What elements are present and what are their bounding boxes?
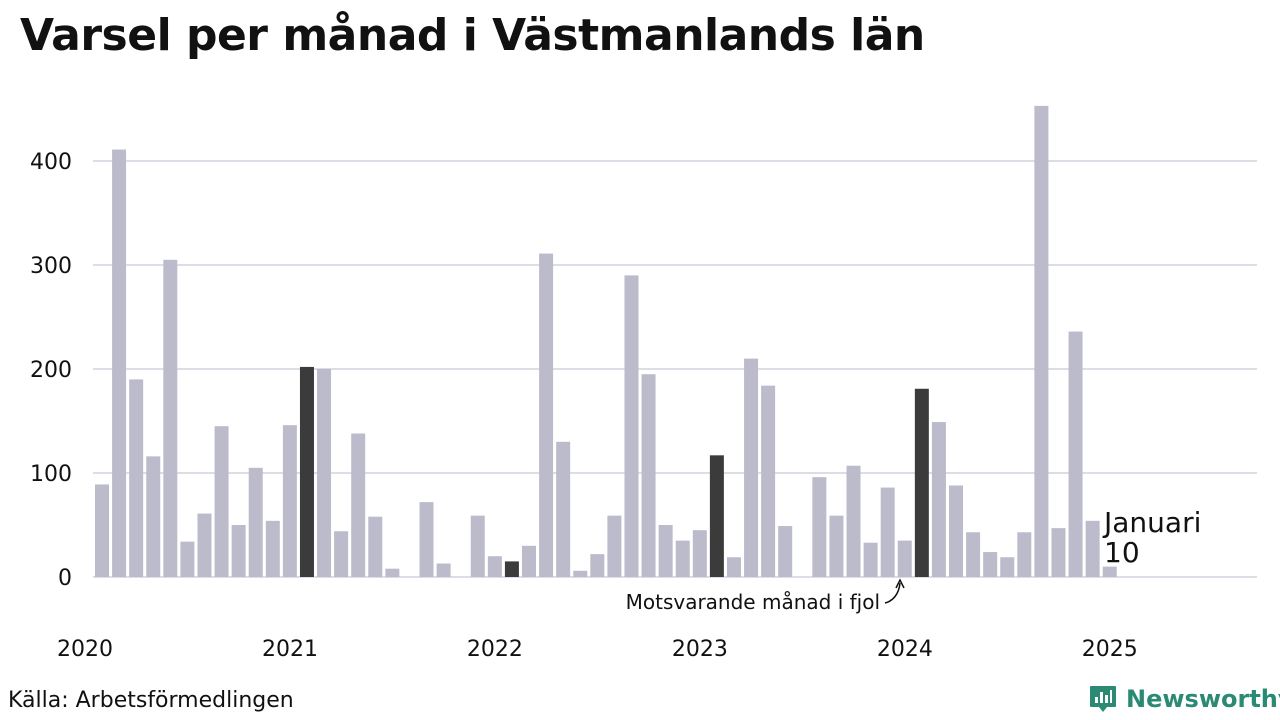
bar-2022-07 [607, 515, 622, 577]
bar-2022-06 [590, 554, 605, 577]
bar-2020-04 [146, 456, 161, 577]
bar-2024-06 [1000, 557, 1015, 577]
bar-2024-10 [1068, 331, 1083, 577]
y-tick-label: 400 [30, 150, 72, 175]
bar-2024-08 [1034, 105, 1049, 577]
bar-2023-08 [829, 515, 844, 577]
bar-2024-12 [1102, 566, 1117, 577]
bar-2021-06 [385, 568, 400, 577]
annotation-arrow [884, 582, 901, 604]
y-tick-label: 300 [30, 254, 72, 279]
x-axis-labels: 2020 2021 2022 2023 2024 2025 [57, 637, 1138, 662]
source-note: Källa: Arbetsförmedlingen [8, 688, 294, 713]
x-tick-label: 2025 [1082, 637, 1138, 662]
bar-2021-02 [317, 369, 332, 577]
bar-chart: 0 100 200 300 400 2020 2021 2022 2023 2024 2025 J… [30, 105, 1257, 662]
bar-2020-02 [112, 149, 127, 577]
bar-2023-05 [778, 526, 793, 577]
bar-2020-08 [214, 426, 229, 577]
bar-2020-07 [197, 513, 212, 577]
x-tick-label: 2022 [467, 637, 523, 662]
bar-2022-12 [692, 530, 707, 577]
callout-month-label: Januari [1102, 506, 1201, 539]
x-tick-label: 2024 [877, 637, 933, 662]
bar-2023-01 [709, 455, 724, 577]
bar-2023-10 [863, 542, 878, 577]
x-tick-label: 2023 [672, 637, 728, 662]
bar-2024-05 [983, 552, 998, 577]
bar-2021-11 [470, 515, 485, 577]
bar-2020-12 [282, 425, 297, 577]
bar-2022-04 [556, 441, 571, 577]
bar-2024-07 [1017, 532, 1032, 577]
bar-2020-05 [163, 259, 178, 577]
bar-2023-11 [880, 487, 895, 577]
bar-2023-04 [761, 385, 776, 577]
bar-2020-09 [231, 525, 246, 577]
bar-2022-01 [504, 561, 519, 577]
bar-2021-04 [351, 433, 366, 577]
brand-name: Newsworthy [1126, 685, 1280, 713]
bar-2020-11 [265, 520, 280, 577]
bar-2020-10 [248, 467, 263, 577]
bar-2022-08 [624, 275, 639, 577]
x-tick-label: 2020 [57, 637, 113, 662]
bar-2021-01 [299, 366, 314, 577]
bar-2020-03 [129, 379, 144, 577]
bar-2022-09 [641, 374, 656, 577]
annotation-arrowhead [895, 578, 905, 589]
bar-2022-11 [675, 540, 690, 577]
bar-2022-10 [658, 525, 673, 577]
bar-2024-09 [1051, 528, 1066, 577]
newsworthy-logo-icon [1090, 686, 1116, 712]
bar-2024-03 [949, 485, 963, 577]
bar-2023-03 [744, 358, 759, 577]
bar-2021-08 [419, 502, 434, 577]
bar-2023-09 [846, 465, 861, 577]
bar-2023-12 [897, 540, 912, 577]
bars [95, 105, 1117, 577]
bar-2024-04 [966, 532, 981, 577]
bar-2023-07 [812, 477, 827, 577]
bar-2021-09 [436, 563, 451, 577]
bar-2024-01 [914, 388, 929, 577]
newsworthy-logo: Newsworthy [1088, 684, 1280, 714]
chart-title: Varsel per månad i Västmanlands län [20, 10, 925, 61]
bar-2020-06 [180, 541, 195, 577]
bar-2021-03 [334, 531, 349, 577]
y-tick-label: 100 [30, 462, 72, 487]
x-tick-label: 2021 [262, 637, 318, 662]
bar-2022-05 [573, 570, 588, 577]
bar-2024-11 [1085, 520, 1100, 577]
current-month-callout: Januari 10 [1102, 506, 1201, 569]
callout-value-label: 10 [1104, 536, 1140, 569]
annotation-text: Motsvarande månad i fjol [626, 590, 880, 614]
y-axis-labels: 0 100 200 300 400 [30, 150, 72, 591]
y-tick-label: 0 [58, 566, 72, 591]
bar-2022-02 [522, 545, 536, 577]
bar-2023-02 [726, 557, 741, 577]
y-tick-label: 200 [30, 358, 72, 383]
bar-2021-05 [368, 516, 383, 577]
bar-2021-12 [487, 556, 502, 577]
previous-year-annotation: Motsvarande månad i fjol [626, 578, 905, 614]
bar-2022-03 [539, 253, 554, 577]
bar-2024-02 [931, 422, 946, 577]
bar-2020-01 [95, 484, 109, 577]
